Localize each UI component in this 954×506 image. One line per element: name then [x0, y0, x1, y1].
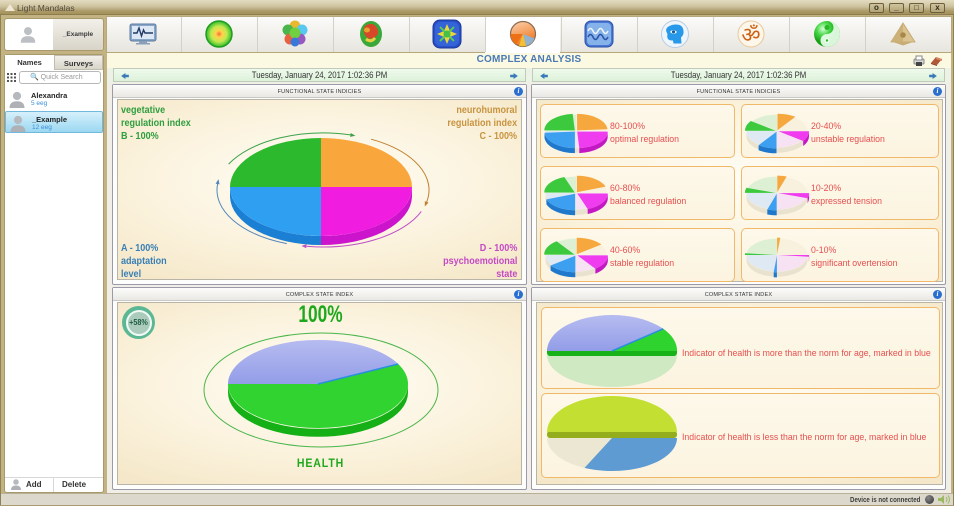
svg-text:ॐ: ॐ [741, 23, 760, 47]
